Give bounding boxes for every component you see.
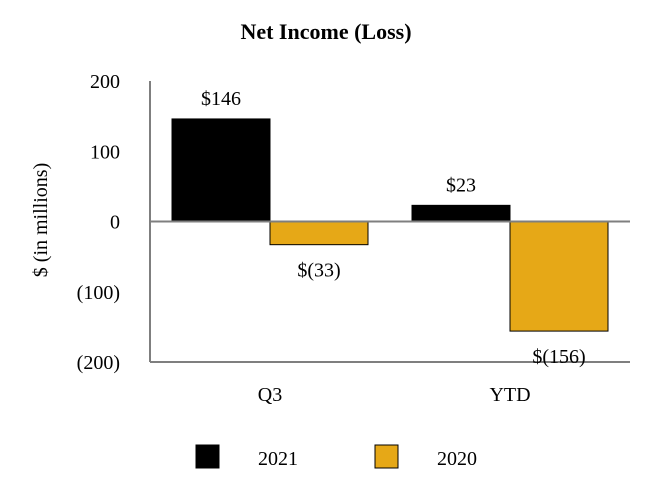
y-tick-label: 100 <box>90 141 120 163</box>
legend: 2021 2020 <box>195 444 477 470</box>
y-tick-label: 200 <box>90 71 120 93</box>
bar-2021-Q3 <box>171 118 271 222</box>
bar-2020-YTD <box>509 221 609 332</box>
data-label: $(33) <box>297 260 340 282</box>
legend-label: 2021 <box>258 448 298 470</box>
data-label: $(156) <box>532 346 585 368</box>
y-tick-label: (200) <box>77 352 120 374</box>
data-label: $146 <box>201 88 241 110</box>
y-tick-label: (100) <box>77 282 120 304</box>
x-tick-label: YTD <box>489 384 530 406</box>
plot-area: 200 100 0 (100) (200) $146 $23 $(33) $(156) Q3 YTD <box>77 71 630 406</box>
data-label: $23 <box>446 174 476 196</box>
bar-2021-YTD <box>411 204 511 222</box>
legend-swatch-2021 <box>195 444 220 469</box>
legend-label: 2020 <box>437 448 477 470</box>
y-tick-label: 0 <box>110 212 120 234</box>
y-axis-label: $ (in millions) <box>30 163 52 277</box>
bar-2020-Q3 <box>269 221 369 246</box>
x-tick-label: Q3 <box>258 384 282 406</box>
chart-title: Net Income (Loss) <box>240 19 411 44</box>
legend-swatch-2020 <box>374 444 399 469</box>
